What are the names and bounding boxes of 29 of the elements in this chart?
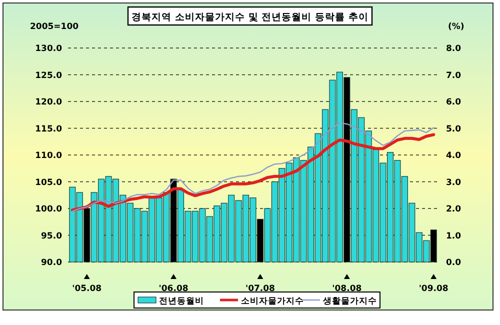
y2-tick-label: 1.0	[446, 231, 462, 242]
y2-tick-label: 2.0	[446, 204, 462, 214]
y2-tick-label: 0.0	[446, 258, 462, 268]
legend-label: 전년동월비	[159, 296, 204, 306]
y2-tick-label: 5.0	[446, 124, 462, 134]
y-tick-label: 120.0	[35, 98, 62, 108]
legend-label: 생활물가지수	[322, 296, 377, 306]
x-tick-label: '09.08	[418, 284, 448, 294]
x-tick-label: '08.08	[332, 284, 362, 294]
x-tick-label: '05.08	[72, 284, 102, 294]
y2-tick-label: 6.0	[446, 98, 462, 108]
y-tick-label: 130.0	[35, 44, 62, 54]
y2-tick-label: 4.0	[446, 151, 462, 161]
y-tick-label: 125.0	[35, 70, 62, 81]
y-tick-label: 100.0	[35, 204, 62, 214]
x-tick-label: '07.08	[245, 284, 276, 294]
y-tick-label: 90.0	[41, 258, 62, 268]
y-tick-label: 95.0	[41, 231, 62, 242]
y2-tick-label: 8.0	[446, 44, 462, 54]
y-axis-title: 2005=100	[30, 22, 79, 32]
y-tick-label: 110.0	[35, 151, 62, 161]
x-tick-label: '06.08	[158, 284, 188, 294]
y2-tick-label: 7.0	[446, 70, 462, 81]
y-tick-label: 105.0	[35, 178, 62, 188]
y-tick-label: 115.0	[35, 124, 62, 134]
legend-label: 소비자물가지수	[241, 296, 304, 306]
chart-title: 경북지역 소비자물가지수 및 전년동월비 등락률 추이	[132, 12, 368, 23]
y2-axis-title: (%)	[448, 22, 464, 32]
y2-tick-label: 3.0	[446, 178, 462, 188]
